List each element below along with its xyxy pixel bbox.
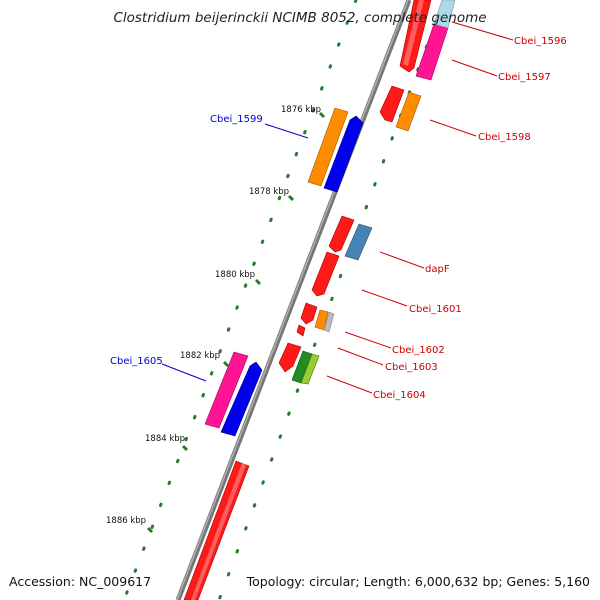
kbp-label-1882: 1882 kbp [180,351,220,361]
kbp-label-1876: 1876 kbp [281,105,321,115]
gene-label-dapf[interactable]: dapF [425,264,450,275]
kbp-label-1884: 1884 kbp [145,434,185,444]
kbp-labels: 1876 kbp 1878 kbp 1880 kbp 1882 kbp 1884… [106,105,321,526]
kbp-label-1886: 1886 kbp [106,516,146,526]
gene-label-cbei-1596[interactable]: Cbei_1596 [514,36,567,47]
gene-labels: Cbei_1596 Cbei_1597 Cbei_1598 Cbei_1599 … [110,36,567,401]
gene-feature-cbei-1604[interactable] [291,350,320,385]
gene-feature-cbei-1605[interactable] [204,351,263,437]
gene-label-cbei-1599[interactable]: Cbei_1599 [210,114,263,125]
gene-label-cbei-1598[interactable]: Cbei_1598 [478,132,531,143]
gene-feature-cbei-1603[interactable] [278,342,302,373]
accession-text: Accession: NC_009617 [9,574,151,589]
gene-feature-cbei-1601[interactable] [311,251,340,297]
gene-label-cbei-1602[interactable]: Cbei_1602 [392,345,445,356]
inner-tick-track [217,0,446,600]
genome-backbone [175,0,412,600]
outer-tick-track [122,0,358,600]
gene-label-cbei-1601[interactable]: Cbei_1601 [409,304,462,315]
gene-feature-dapf[interactable] [328,215,373,261]
gene-label-cbei-1604[interactable]: Cbei_1604 [373,390,426,401]
gene-label-cbei-1597[interactable]: Cbei_1597 [498,72,551,83]
kbp-label-1880: 1880 kbp [215,270,255,280]
gene-feature-cbei-1597[interactable] [415,0,456,81]
map-title: Clostridium beijerinckii NCIMB 8052, com… [113,10,486,26]
gene-feature-cbei-1602[interactable] [296,302,335,337]
gene-feature-downstream[interactable] [183,460,250,600]
label-leader-lines [161,21,514,394]
genome-summary-text: Topology: circular; Length: 6,000,632 bp… [246,574,590,589]
gene-feature-cbei-1598a[interactable] [379,85,405,123]
gene-feature-cbei-1599[interactable] [307,107,364,193]
gene-feature-cbei-1596[interactable] [399,0,432,73]
gene-label-cbei-1605[interactable]: Cbei_1605 [110,356,163,367]
gene-label-cbei-1603[interactable]: Cbei_1603 [385,362,438,373]
kbp-label-1878: 1878 kbp [249,187,289,197]
gene-feature-cbei-1598[interactable] [395,91,422,132]
kbp-tick-marks [146,111,326,534]
